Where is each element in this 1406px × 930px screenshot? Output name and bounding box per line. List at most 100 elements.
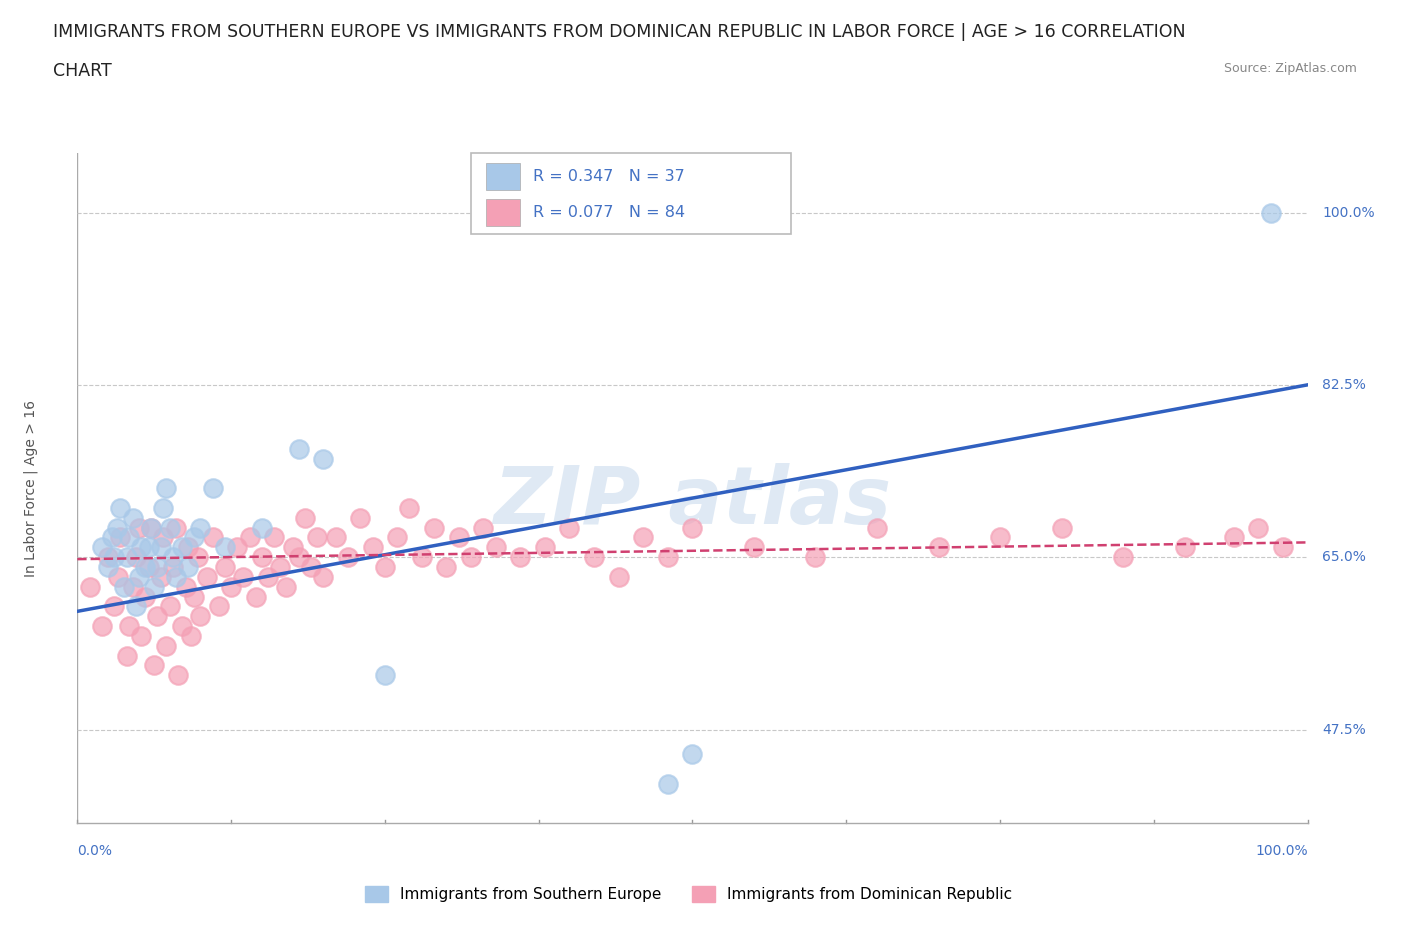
Point <box>276 579 298 594</box>
Point <box>183 530 205 545</box>
Point <box>121 579 143 594</box>
Point <box>150 540 173 555</box>
Point <box>103 550 125 565</box>
Point <box>214 560 236 575</box>
Point <box>142 658 165 673</box>
Point <box>607 569 630 584</box>
Point <box>269 560 291 575</box>
Point <box>152 530 174 545</box>
Point <box>558 520 581 535</box>
Point <box>219 579 242 594</box>
Point <box>534 540 557 555</box>
Point <box>583 550 606 565</box>
Point <box>226 540 249 555</box>
Text: 100.0%: 100.0% <box>1256 844 1308 858</box>
Point <box>79 579 101 594</box>
Point <box>90 540 114 555</box>
Point <box>188 520 212 535</box>
Point <box>159 599 181 614</box>
Point <box>112 579 135 594</box>
Point <box>128 569 150 584</box>
Point <box>250 520 273 535</box>
Point <box>509 550 531 565</box>
Point <box>988 530 1011 545</box>
Point <box>385 530 409 545</box>
Point <box>125 599 148 614</box>
Point <box>115 550 138 565</box>
Point <box>232 569 254 584</box>
Point <box>281 540 304 555</box>
Point <box>165 569 187 584</box>
Point <box>110 500 132 515</box>
Point <box>682 520 704 535</box>
Point <box>150 569 173 584</box>
Point <box>239 530 262 545</box>
Point <box>485 540 508 555</box>
Point <box>374 560 396 575</box>
Point <box>201 481 224 496</box>
Point <box>115 648 138 663</box>
Point <box>165 520 187 535</box>
Text: 65.0%: 65.0% <box>1323 551 1367 565</box>
Point <box>1112 550 1135 565</box>
Point <box>288 442 311 457</box>
Point <box>146 609 169 624</box>
Point <box>134 560 156 575</box>
Point <box>208 599 231 614</box>
Text: R = 0.347   N = 37: R = 0.347 N = 37 <box>533 169 685 184</box>
Point <box>118 618 141 633</box>
Point <box>141 520 163 535</box>
Point <box>657 777 679 791</box>
Point <box>928 540 950 555</box>
FancyBboxPatch shape <box>471 153 792 233</box>
Point <box>155 481 177 496</box>
Point <box>195 569 218 584</box>
Point <box>177 540 200 555</box>
Point <box>152 500 174 515</box>
Point <box>125 550 148 565</box>
Text: R = 0.077   N = 84: R = 0.077 N = 84 <box>533 205 685 219</box>
Text: 82.5%: 82.5% <box>1323 378 1367 392</box>
Text: CHART: CHART <box>53 62 112 80</box>
Point <box>472 520 495 535</box>
Point <box>129 629 153 644</box>
Point <box>294 511 316 525</box>
Point <box>1050 520 1073 535</box>
Point <box>162 560 184 575</box>
Point <box>312 451 335 466</box>
Text: Source: ZipAtlas.com: Source: ZipAtlas.com <box>1223 62 1357 75</box>
Point <box>142 579 165 594</box>
Point <box>1174 540 1197 555</box>
Text: 100.0%: 100.0% <box>1323 206 1375 219</box>
Point <box>167 668 190 683</box>
Point <box>170 618 193 633</box>
Point <box>257 569 280 584</box>
Point <box>436 560 458 575</box>
Point <box>141 520 163 535</box>
FancyBboxPatch shape <box>486 164 520 191</box>
Point <box>460 550 482 565</box>
Point <box>170 540 193 555</box>
Point <box>682 747 704 762</box>
Point <box>447 530 470 545</box>
Point <box>804 550 827 565</box>
Point <box>245 589 267 604</box>
Point <box>263 530 285 545</box>
Point <box>134 589 156 604</box>
Point <box>201 530 224 545</box>
Point <box>105 520 128 535</box>
Point <box>325 530 347 545</box>
Point <box>423 520 446 535</box>
Point <box>866 520 889 535</box>
Text: 0.0%: 0.0% <box>77 844 112 858</box>
Point <box>1272 540 1295 555</box>
Point <box>180 629 202 644</box>
Point <box>337 550 360 565</box>
Point <box>90 618 114 633</box>
Point <box>159 520 181 535</box>
Point <box>411 550 433 565</box>
Point <box>146 560 169 575</box>
Point <box>177 560 200 575</box>
Point <box>250 550 273 565</box>
Point <box>288 550 311 565</box>
